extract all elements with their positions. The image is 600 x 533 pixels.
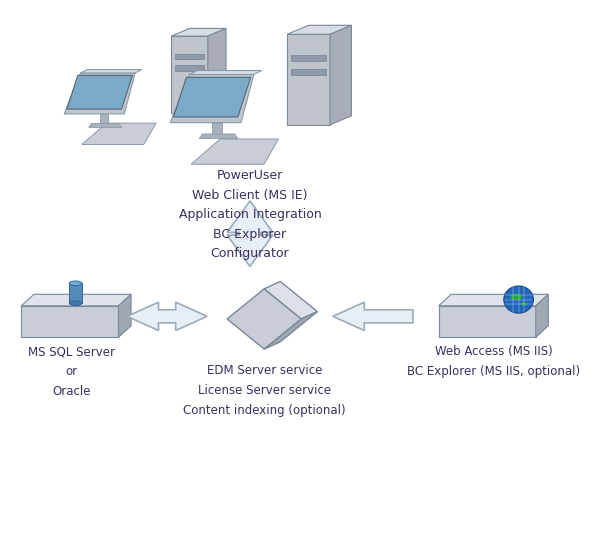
Polygon shape [175,66,204,71]
Polygon shape [172,36,208,113]
Text: PowerUser
Web Client (MS IE)
Application Integration
BC Explorer
Configurator: PowerUser Web Client (MS IE) Application… [179,169,322,261]
Polygon shape [175,54,204,59]
Polygon shape [333,302,413,330]
Polygon shape [439,294,548,306]
Polygon shape [208,28,226,113]
Polygon shape [67,75,133,109]
Polygon shape [199,134,238,139]
Bar [70,283,82,303]
Circle shape [504,286,533,313]
Polygon shape [80,70,142,73]
Ellipse shape [70,281,82,286]
Polygon shape [170,75,254,123]
Polygon shape [82,123,156,144]
Polygon shape [22,294,131,306]
Text: Web Access (MS IIS)
BC Explorer (MS IIS, optional): Web Access (MS IIS) BC Explorer (MS IIS,… [407,345,581,378]
Polygon shape [100,114,108,124]
Polygon shape [536,294,548,337]
Ellipse shape [70,301,82,305]
Polygon shape [330,25,352,125]
Text: EDM Server service
License Server service
Content indexing (optional): EDM Server service License Server servic… [183,364,346,417]
Polygon shape [89,124,122,127]
Polygon shape [292,69,326,75]
Polygon shape [227,201,273,266]
Polygon shape [212,123,222,134]
Text: MS SQL Server
or
Oracle: MS SQL Server or Oracle [28,345,115,398]
Polygon shape [127,302,207,330]
Ellipse shape [511,294,522,300]
Polygon shape [64,73,135,114]
Polygon shape [287,25,352,34]
Polygon shape [173,77,251,117]
Polygon shape [22,306,118,337]
Polygon shape [172,28,226,36]
Polygon shape [191,139,278,164]
Ellipse shape [521,302,527,305]
Polygon shape [439,306,536,337]
Polygon shape [264,281,317,319]
Polygon shape [292,55,326,61]
Polygon shape [264,312,317,349]
Polygon shape [227,289,301,349]
Polygon shape [190,70,262,75]
Polygon shape [118,294,131,337]
Polygon shape [287,34,330,125]
